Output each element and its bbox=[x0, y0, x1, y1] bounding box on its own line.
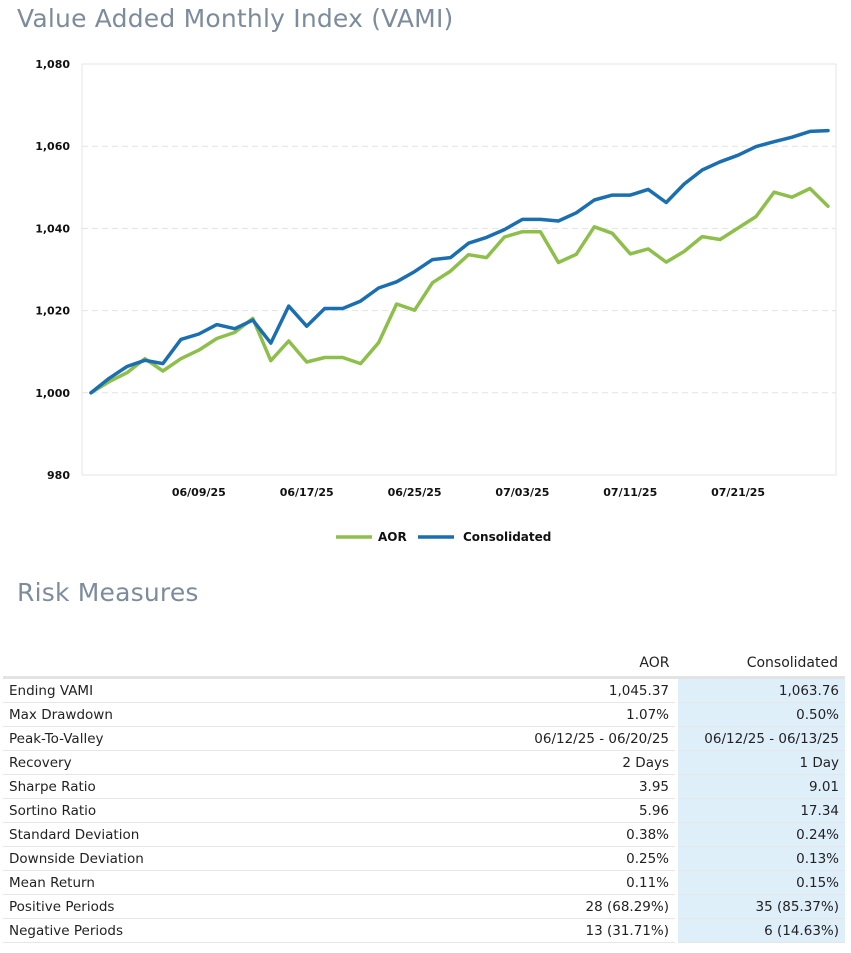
x-tick-label: 06/25/25 bbox=[388, 486, 442, 499]
cell-metric: Mean Return bbox=[3, 870, 425, 895]
table-row: Downside Deviation 0.25% 0.13% bbox=[3, 846, 845, 871]
metric-column-header bbox=[3, 650, 425, 679]
series-line-aor bbox=[89, 186, 830, 395]
cell-aor: 1.07% bbox=[425, 702, 677, 727]
cell-metric: Negative Periods bbox=[3, 918, 425, 943]
table-row: Ending VAMI 1,045.37 1,063.76 bbox=[3, 677, 845, 703]
cell-aor: 28 (68.29%) bbox=[425, 894, 677, 919]
cell-metric: Positive Periods bbox=[3, 894, 425, 919]
cell-metric: Sortino Ratio bbox=[3, 798, 425, 823]
table-row: Peak-To-Valley 06/12/25 - 06/20/25 06/12/2… bbox=[3, 726, 845, 751]
cell-aor: 1,045.37 bbox=[425, 677, 677, 703]
aor-column-header: AOR bbox=[425, 650, 677, 679]
cell-metric: Standard Deviation bbox=[3, 822, 425, 847]
y-tick-label: 1,020 bbox=[35, 305, 70, 318]
cell-consolidated: 0.15% bbox=[675, 870, 845, 895]
legend-label-aor: AOR bbox=[378, 530, 407, 544]
cell-consolidated: 0.50% bbox=[675, 702, 845, 727]
cell-metric: Peak-To-Valley bbox=[3, 726, 425, 751]
table-header-row: AOR Consolidated bbox=[3, 650, 845, 679]
cell-metric: Recovery bbox=[3, 750, 425, 775]
cell-consolidated: 6 (14.63%) bbox=[675, 918, 845, 943]
table-row: Recovery 2 Days 1 Day bbox=[3, 750, 845, 775]
y-tick-label: 1,060 bbox=[35, 140, 70, 153]
cell-metric: Downside Deviation bbox=[3, 846, 425, 871]
x-tick-label: 07/21/25 bbox=[711, 486, 765, 499]
chart-title: Value Added Monthly Index (VAMI) bbox=[17, 4, 454, 33]
table-row: Sortino Ratio 5.96 17.34 bbox=[3, 798, 845, 823]
cell-aor: 0.11% bbox=[425, 870, 677, 895]
y-tick-label: 1,000 bbox=[35, 387, 70, 400]
risk-measures-table: AOR Consolidated Ending VAMI 1,045.37 1,06… bbox=[3, 650, 845, 943]
cell-consolidated: 35 (85.37%) bbox=[675, 894, 845, 919]
cell-metric: Max Drawdown bbox=[3, 702, 425, 727]
risk-measures-title: Risk Measures bbox=[17, 578, 199, 607]
cell-aor: 0.25% bbox=[425, 846, 677, 871]
cell-consolidated: 1,063.76 bbox=[675, 677, 845, 703]
plot-frame bbox=[81, 63, 837, 476]
cell-consolidated: 06/12/25 - 06/13/25 bbox=[675, 726, 845, 751]
y-tick-label: 1,040 bbox=[35, 222, 70, 235]
table-row: Positive Periods 28 (68.29%) 35 (85.37%) bbox=[3, 894, 845, 919]
x-tick-label: 07/03/25 bbox=[495, 486, 549, 499]
cell-consolidated: 1 Day bbox=[675, 750, 845, 775]
cell-aor: 2 Days bbox=[425, 750, 677, 775]
cell-aor: 0.38% bbox=[425, 822, 677, 847]
table-row: Sharpe Ratio 3.95 9.01 bbox=[3, 774, 845, 799]
cell-consolidated: 9.01 bbox=[675, 774, 845, 799]
y-tick-label: 1,080 bbox=[35, 58, 70, 71]
cell-aor: 06/12/25 - 06/20/25 bbox=[425, 726, 677, 751]
table-row: Max Drawdown 1.07% 0.50% bbox=[3, 702, 845, 727]
cell-aor: 5.96 bbox=[425, 798, 677, 823]
consolidated-column-header: Consolidated bbox=[676, 650, 845, 679]
x-tick-label: 07/11/25 bbox=[603, 486, 657, 499]
x-tick-label: 06/09/25 bbox=[172, 486, 226, 499]
x-tick-label: 06/17/25 bbox=[280, 486, 334, 499]
series-line-consolidated bbox=[89, 128, 830, 395]
cell-aor: 13 (31.71%) bbox=[425, 918, 677, 943]
cell-aor: 3.95 bbox=[425, 774, 677, 799]
cell-consolidated: 0.24% bbox=[675, 822, 845, 847]
cell-consolidated: 0.13% bbox=[675, 846, 845, 871]
cell-consolidated: 17.34 bbox=[675, 798, 845, 823]
cell-metric: Sharpe Ratio bbox=[3, 774, 425, 799]
table-row: Standard Deviation 0.38% 0.24% bbox=[3, 822, 845, 847]
table-row: Mean Return 0.11% 0.15% bbox=[3, 870, 845, 895]
vami-line-chart: 980 1,000 1,020 1,040 1,060 1,080 06/09/25 06/1… bbox=[35, 58, 837, 544]
table-row: Negative Periods 13 (31.71%) 6 (14.63%) bbox=[3, 918, 845, 943]
y-tick-label: 980 bbox=[47, 469, 70, 482]
cell-metric: Ending VAMI bbox=[3, 677, 425, 703]
risk-table-body: Ending VAMI 1,045.37 1,063.76 Max Drawdown 1… bbox=[3, 677, 845, 943]
legend-label-consolidated: Consolidated bbox=[463, 530, 551, 544]
